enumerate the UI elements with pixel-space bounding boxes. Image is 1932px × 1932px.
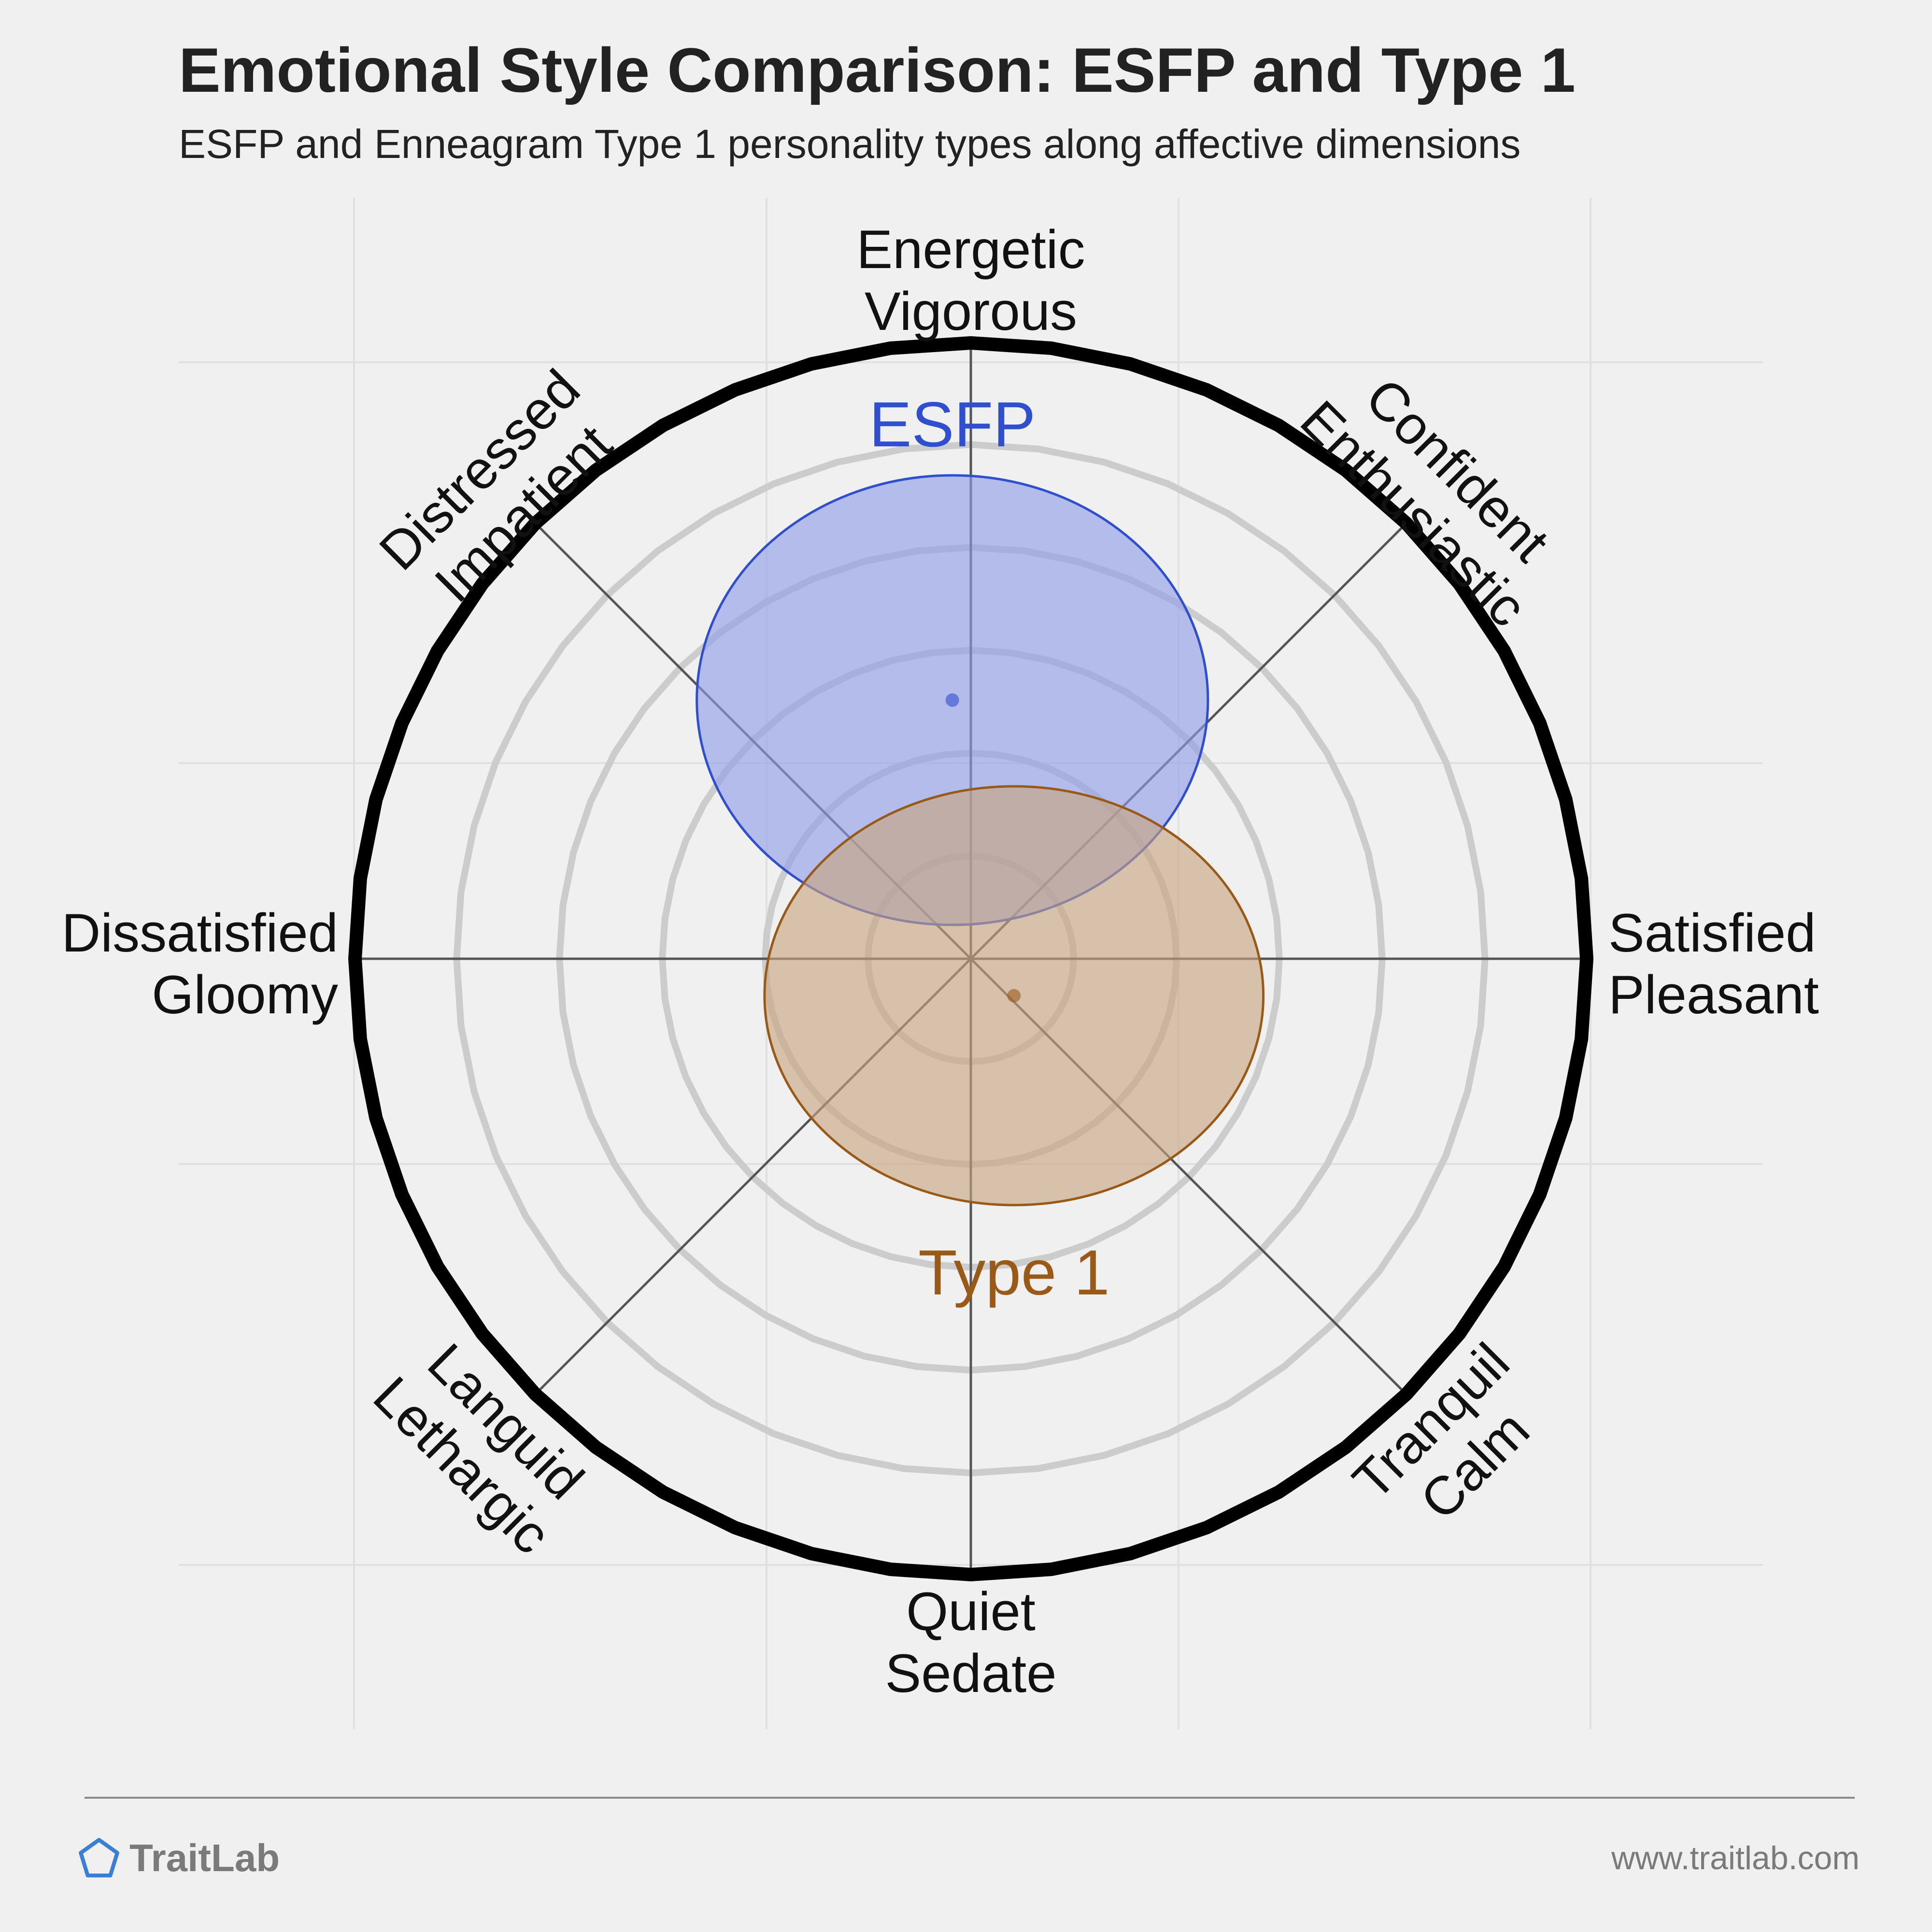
brand-name: TraitLab: [129, 1836, 280, 1879]
axis-label-satisfied-line: Pleasant: [1608, 965, 1819, 1025]
axis-label-quiet-line: Quiet: [906, 1581, 1036, 1642]
chart-subtitle: ESFP and Enneagram Type 1 personality ty…: [179, 121, 1521, 167]
site-url[interactable]: www.traitlab.com: [1611, 1840, 1860, 1876]
chart-title: Emotional Style Comparison: ESFP and Typ…: [179, 35, 1576, 105]
outer-ring: [348, 336, 1594, 1582]
axis-label-energetic-line: Vigorous: [865, 281, 1077, 341]
series-label-esfp: ESFP: [869, 389, 1036, 460]
pentagon-logo-icon: [79, 1838, 119, 1878]
axis-label-dissatisfied-line: Dissatisfied: [61, 903, 338, 963]
axis-label-dissatisfied-line: Gloomy: [152, 965, 338, 1025]
center-point-esfp: [945, 693, 959, 707]
axis-label-satisfied-line: Satisfied: [1608, 903, 1816, 963]
axis-label-energetic-line: Energetic: [856, 219, 1085, 280]
brand[interactable]: TraitLab: [77, 1832, 280, 1885]
series-label-type-1: Type 1: [918, 1237, 1109, 1308]
footer-divider: [85, 1797, 1855, 1799]
center-point-type-1: [1007, 989, 1021, 1003]
axis-label-quiet-line: Sedate: [885, 1643, 1057, 1704]
